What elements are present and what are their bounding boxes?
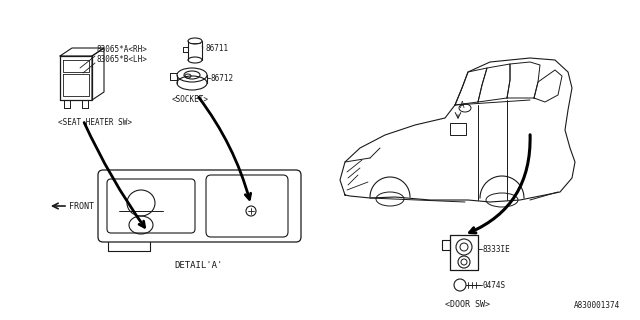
Text: 86712: 86712	[210, 74, 233, 83]
Text: A830001374: A830001374	[573, 301, 620, 310]
Text: <SOCKET>: <SOCKET>	[172, 95, 209, 104]
Text: DETAIL'A': DETAIL'A'	[175, 261, 223, 270]
Text: 8333IE: 8333IE	[482, 244, 509, 253]
Text: 86711: 86711	[205, 44, 228, 52]
Bar	[450, 123, 466, 135]
Text: <SEAT HEATER SW>: <SEAT HEATER SW>	[58, 118, 132, 127]
Text: 83065*A<RH>: 83065*A<RH>	[96, 45, 147, 54]
Text: A: A	[460, 101, 465, 110]
Text: 0474S: 0474S	[482, 281, 505, 290]
Text: 83065*B<LH>: 83065*B<LH>	[96, 55, 147, 64]
Text: <DOOR SW>: <DOOR SW>	[445, 300, 490, 309]
Text: FRONT: FRONT	[69, 202, 94, 211]
